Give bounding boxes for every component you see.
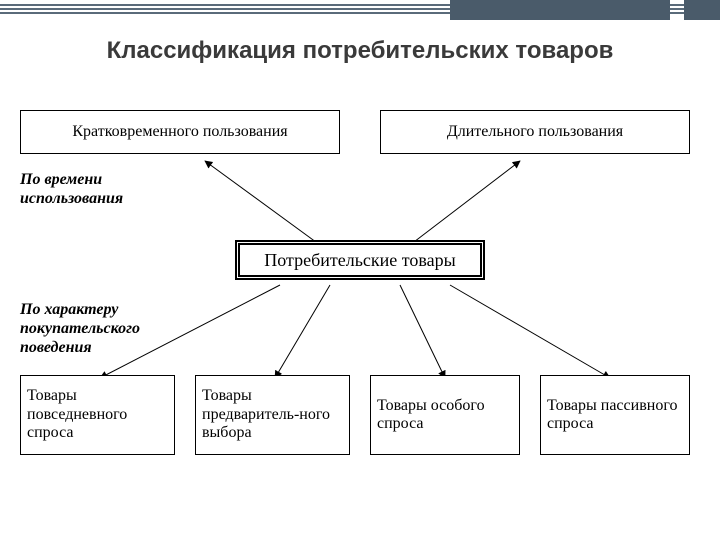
node-center: Потребительские товары	[235, 240, 485, 280]
node-label: Товары предваритель-ного выбора	[202, 387, 343, 442]
page-title: Классификация потребительских товаров	[0, 36, 720, 66]
node-bottom-2: Товары особого спроса	[370, 375, 520, 455]
node-top-1: Длительного пользования	[380, 110, 690, 154]
node-label: Потребительские товары	[264, 250, 456, 271]
node-label: Товары повседневного спроса	[27, 387, 168, 442]
node-label: Длительного пользования	[447, 123, 623, 141]
node-label: Кратковременного пользования	[72, 123, 287, 141]
header-band	[0, 0, 720, 24]
classification-diagram: Кратковременного пользования Длительного…	[20, 110, 700, 520]
criteria-text: По характерупокупательскогоповедения	[20, 301, 140, 356]
node-bottom-0: Товары повседневного спроса	[20, 375, 175, 455]
node-bottom-3: Товары пассивного спроса	[540, 375, 690, 455]
node-label: Товары особого спроса	[377, 397, 513, 434]
criteria-label-1: По характерупокупательскогоповедения	[20, 300, 140, 358]
node-bottom-1: Товары предваритель-ного выбора	[195, 375, 350, 455]
node-top-0: Кратковременного пользования	[20, 110, 340, 154]
node-label: Товары пассивного спроса	[547, 397, 683, 434]
criteria-text: По временииспользования	[20, 171, 123, 207]
criteria-label-0: По временииспользования	[20, 170, 123, 208]
